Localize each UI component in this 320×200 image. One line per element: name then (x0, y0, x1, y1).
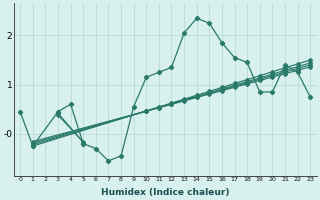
X-axis label: Humidex (Indice chaleur): Humidex (Indice chaleur) (101, 188, 229, 197)
